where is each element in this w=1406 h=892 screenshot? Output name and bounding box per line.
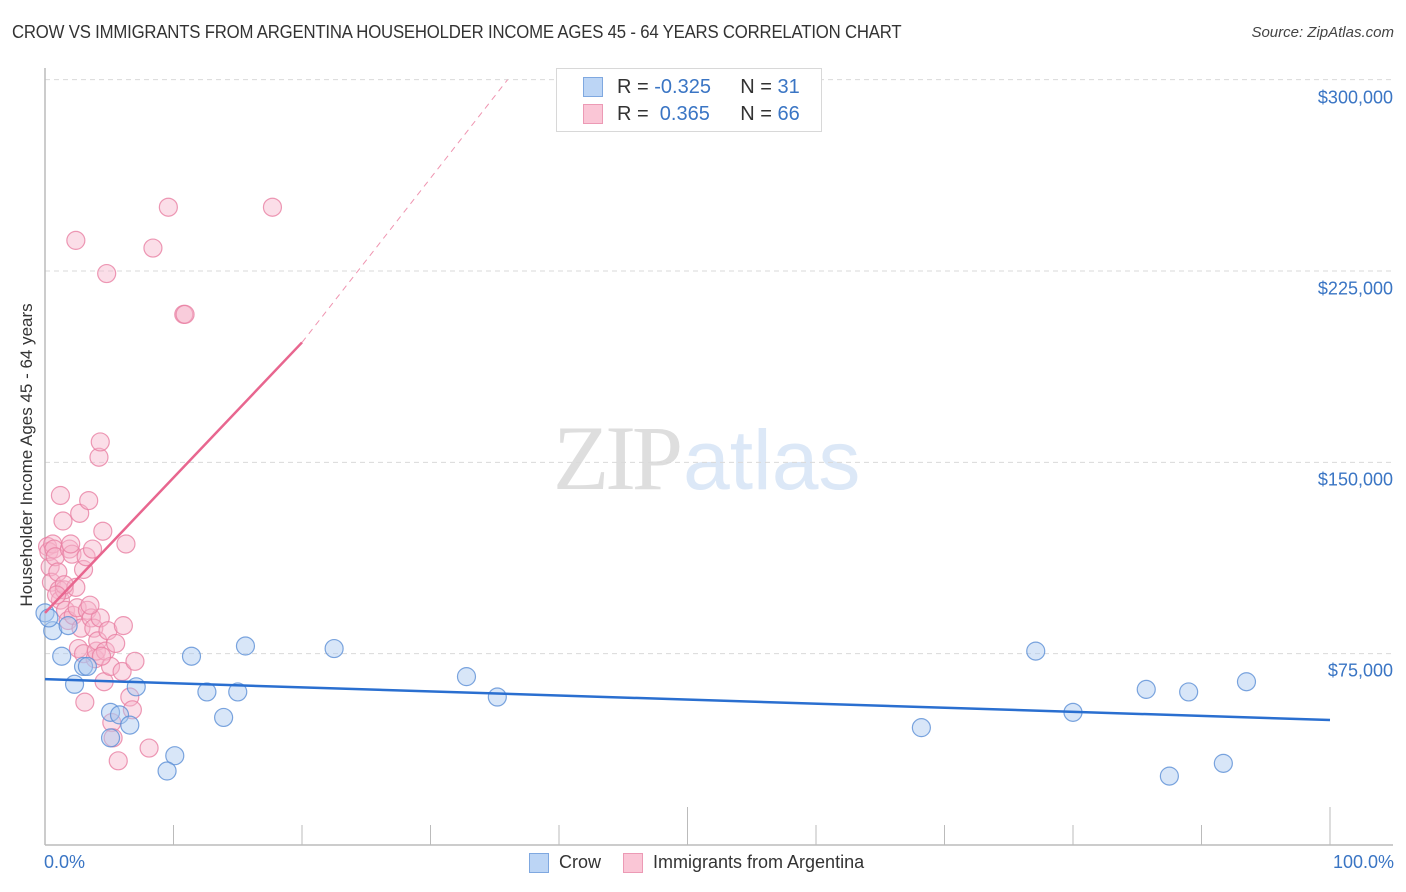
trend-lines xyxy=(44,79,1331,722)
watermark: ZIPatlas xyxy=(553,405,860,511)
data-point xyxy=(53,511,73,531)
data-point xyxy=(64,674,85,694)
legend-item-argentina[interactable]: Immigrants from Argentina xyxy=(623,852,864,873)
y-tick-225000: $225,000 xyxy=(1317,278,1393,299)
argentina-trend-line xyxy=(44,341,303,614)
watermark-zip: ZIP xyxy=(553,407,683,509)
legend-row-argentina: R = 0.365 N = 66 xyxy=(583,101,800,127)
data-point xyxy=(1213,753,1233,773)
data-point xyxy=(79,491,99,511)
legend-label-crow: Crow xyxy=(559,852,602,872)
legend-item-crow[interactable]: Crow xyxy=(529,852,601,873)
series-crow xyxy=(35,603,1257,786)
data-point xyxy=(1236,672,1257,692)
correlation-legend: R = -0.325 N = 31 R = 0.365 N = 66 xyxy=(556,68,822,132)
data-point xyxy=(61,534,81,554)
data-point xyxy=(113,616,133,636)
source-label: Source: ZipAtlas.com xyxy=(1251,24,1394,41)
data-point xyxy=(39,608,59,628)
data-point xyxy=(108,751,128,771)
argentina-trend-extension xyxy=(301,79,508,343)
data-point xyxy=(43,621,63,641)
data-point xyxy=(82,539,103,559)
crow-swatch-icon xyxy=(529,852,549,873)
data-point xyxy=(324,638,344,659)
legend-row-crow: R = -0.325 N = 31 xyxy=(583,74,800,100)
y-axis-title: Householder Income Ages 45 - 64 years xyxy=(17,303,36,607)
data-point xyxy=(911,718,931,738)
r-label: R = xyxy=(617,102,649,125)
axes xyxy=(44,68,1393,846)
data-point xyxy=(1159,766,1179,786)
data-point xyxy=(181,646,202,666)
data-point xyxy=(125,651,145,671)
data-point xyxy=(93,521,113,541)
data-point xyxy=(157,761,177,781)
data-point xyxy=(95,641,115,661)
data-point xyxy=(1179,682,1199,702)
series-legend: Crow Immigrants from Argentina xyxy=(529,852,886,873)
data-point xyxy=(97,263,117,284)
data-point xyxy=(66,577,86,597)
data-point xyxy=(66,230,86,250)
x-tick-100: 100.0% xyxy=(1332,852,1394,872)
data-point xyxy=(126,677,146,697)
data-point xyxy=(228,682,248,702)
x-tick-0: 0.0% xyxy=(44,852,86,872)
data-point xyxy=(75,692,95,712)
n-label: N = xyxy=(740,102,772,125)
data-point xyxy=(120,715,140,735)
y-tick-300000: $300,000 xyxy=(1317,87,1393,108)
r-value: -0.325 xyxy=(654,75,711,98)
data-point xyxy=(165,746,185,766)
legend-label-argentina: Immigrants from Argentina xyxy=(653,852,865,872)
watermark-atlas: atlas xyxy=(683,413,861,507)
y-tick-75000: $75,000 xyxy=(1327,660,1393,681)
data-point xyxy=(1026,641,1046,661)
data-point xyxy=(46,585,67,605)
data-point xyxy=(158,197,178,217)
data-point xyxy=(50,485,71,506)
data-point xyxy=(80,595,100,615)
data-point xyxy=(235,636,256,656)
data-point xyxy=(109,705,130,725)
gridlines xyxy=(45,79,1393,655)
data-point xyxy=(106,633,126,654)
data-point xyxy=(62,544,82,564)
data-point xyxy=(100,728,121,748)
data-point xyxy=(90,432,110,452)
data-point xyxy=(214,707,234,728)
argentina-swatch-icon xyxy=(583,104,603,124)
data-point xyxy=(262,197,283,217)
data-point xyxy=(1136,679,1156,699)
n-value: 66 xyxy=(777,102,800,125)
data-point xyxy=(116,534,136,554)
crow-swatch-icon xyxy=(583,77,603,97)
r-label: R = xyxy=(617,75,649,98)
data-point xyxy=(76,547,96,567)
data-point xyxy=(58,616,78,636)
data-point xyxy=(52,646,72,666)
data-point xyxy=(197,682,217,702)
data-point xyxy=(77,656,98,677)
chart-title: CROW VS IMMIGRANTS FROM ARGENTINA HOUSEH… xyxy=(12,22,902,42)
data-point xyxy=(84,618,104,638)
y-tick-150000: $150,000 xyxy=(1317,469,1393,490)
data-point xyxy=(143,238,163,258)
n-label: N = xyxy=(740,75,772,98)
data-point xyxy=(487,687,507,707)
crow-trend-line xyxy=(44,677,1331,722)
data-point xyxy=(122,700,142,720)
series-immigrants-from-argentina xyxy=(37,197,283,771)
n-value: 31 xyxy=(777,75,800,98)
data-point xyxy=(50,590,71,610)
data-point xyxy=(175,304,195,324)
r-value: 0.365 xyxy=(654,102,710,125)
argentina-swatch-icon xyxy=(623,852,644,873)
data-point xyxy=(139,738,159,758)
data-point xyxy=(89,447,109,467)
data-point xyxy=(456,667,477,687)
data-point xyxy=(91,646,112,666)
